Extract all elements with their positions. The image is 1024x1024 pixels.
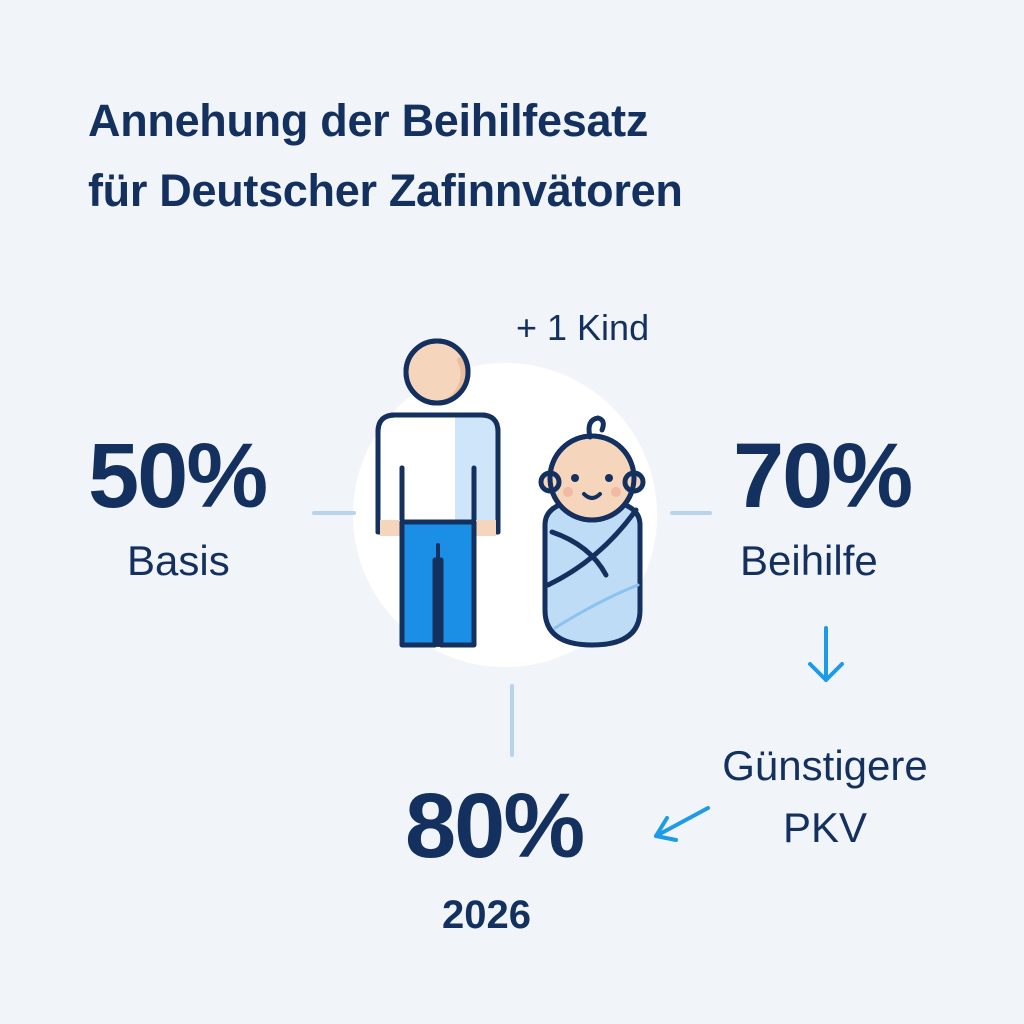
pkv-label: Günstigere PKV xyxy=(690,735,960,859)
page-title: Annehung der Beihilfesatz für Deutscher … xyxy=(88,86,988,226)
future-year: 2026 xyxy=(442,893,531,937)
pkv-line-2: PKV xyxy=(782,804,868,851)
arrow-down-icon xyxy=(808,626,844,682)
kind-label: + 1 Kind xyxy=(516,307,650,348)
pkv-line-1: Günstigere xyxy=(722,742,928,789)
beihilfe-value: 70% xyxy=(733,425,913,527)
father-icon xyxy=(375,338,501,648)
title-line-1: Annehung der Beihilfesatz xyxy=(88,95,649,146)
arrow-down-left-icon xyxy=(654,806,710,842)
basis-value: 50% xyxy=(88,425,268,527)
beihilfe-label: Beihilfe xyxy=(740,537,878,584)
future-value: 80% xyxy=(405,775,585,877)
basis-label: Basis xyxy=(127,537,230,584)
baby-icon xyxy=(538,415,646,648)
title-line-2: für Deutscher Zafinnvätoren xyxy=(88,165,683,216)
